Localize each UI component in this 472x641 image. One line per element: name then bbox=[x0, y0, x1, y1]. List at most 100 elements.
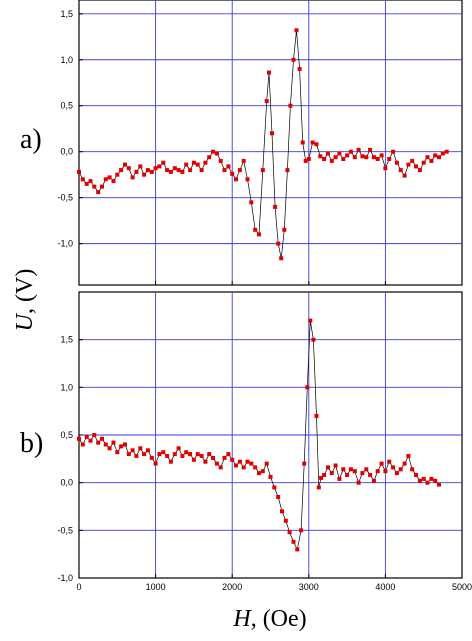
data-point bbox=[383, 166, 388, 171]
data-point bbox=[276, 241, 281, 246]
data-point bbox=[314, 413, 319, 418]
data-series-b bbox=[77, 318, 441, 552]
data-point bbox=[356, 480, 361, 485]
data-point bbox=[300, 140, 305, 145]
data-point bbox=[207, 452, 212, 457]
y-tick-label: 1,0 bbox=[60, 382, 73, 392]
data-point bbox=[280, 509, 284, 514]
data-point bbox=[326, 465, 330, 470]
data-point bbox=[253, 227, 258, 232]
data-point bbox=[352, 469, 357, 474]
data-point bbox=[348, 149, 353, 154]
y-tick-label: 1,5 bbox=[60, 9, 73, 19]
x-axis-unit: , (Oe) bbox=[251, 606, 307, 632]
x-axis-var: H bbox=[232, 606, 252, 632]
data-point bbox=[337, 476, 342, 481]
data-point bbox=[145, 168, 150, 173]
data-point bbox=[157, 164, 162, 169]
data-point bbox=[360, 154, 365, 159]
data-point bbox=[149, 455, 154, 460]
data-point bbox=[299, 528, 304, 533]
data-point bbox=[394, 160, 399, 165]
x-tick-label: 1000 bbox=[146, 582, 166, 592]
data-point bbox=[417, 168, 422, 173]
data-point bbox=[333, 155, 338, 160]
data-point bbox=[180, 454, 185, 458]
data-point bbox=[429, 158, 434, 163]
data-point bbox=[316, 485, 321, 490]
data-point bbox=[126, 166, 131, 171]
data-point bbox=[245, 459, 250, 464]
data-point bbox=[322, 157, 327, 161]
data-point bbox=[245, 177, 250, 182]
data-point bbox=[310, 140, 315, 145]
data-point bbox=[115, 450, 120, 455]
data-point bbox=[348, 467, 353, 472]
x-tick-label: 4000 bbox=[375, 582, 395, 592]
data-point bbox=[176, 168, 181, 173]
data-point bbox=[153, 166, 158, 171]
data-point bbox=[314, 142, 319, 147]
data-point bbox=[123, 442, 127, 447]
data-point bbox=[311, 337, 316, 342]
data-point bbox=[214, 461, 219, 466]
data-point bbox=[433, 478, 438, 483]
data-point bbox=[77, 169, 81, 174]
data-point bbox=[249, 461, 254, 466]
data-point bbox=[429, 476, 434, 481]
data-point bbox=[398, 168, 403, 173]
data-point bbox=[283, 518, 288, 523]
data-point bbox=[142, 452, 147, 457]
data-point bbox=[387, 157, 392, 161]
data-point bbox=[145, 448, 150, 453]
data-point bbox=[134, 169, 139, 174]
panel-label-b: b) bbox=[20, 428, 43, 459]
data-point bbox=[264, 461, 269, 466]
grid-b bbox=[79, 292, 462, 578]
data-point bbox=[211, 149, 215, 154]
data-point bbox=[107, 175, 112, 180]
data-point bbox=[364, 155, 369, 160]
data-point bbox=[291, 57, 296, 62]
data-point bbox=[425, 155, 430, 160]
data-point bbox=[337, 151, 342, 156]
data-point bbox=[165, 454, 170, 458]
data-point bbox=[84, 181, 89, 186]
data-point bbox=[391, 149, 396, 154]
data-point bbox=[130, 448, 135, 453]
data-point bbox=[402, 461, 407, 466]
data-point bbox=[306, 157, 311, 161]
y-tick-label: 0,5 bbox=[60, 101, 73, 111]
x-tick-label: 0 bbox=[76, 582, 81, 592]
data-point bbox=[88, 179, 93, 184]
y-tick-label: -1,0 bbox=[57, 573, 73, 583]
data-point bbox=[168, 459, 173, 464]
y-tick-label: 1,5 bbox=[60, 335, 73, 345]
data-point bbox=[191, 457, 196, 462]
data-point bbox=[199, 454, 204, 458]
data-point bbox=[130, 175, 135, 180]
data-point bbox=[414, 164, 418, 169]
data-series-a bbox=[77, 28, 449, 261]
data-point bbox=[184, 450, 189, 455]
data-point bbox=[191, 160, 196, 165]
y-tick-label: 0,5 bbox=[60, 430, 73, 440]
data-point bbox=[249, 200, 254, 205]
data-point bbox=[111, 440, 116, 445]
data-point bbox=[241, 465, 246, 470]
data-point bbox=[257, 232, 261, 237]
data-point bbox=[161, 160, 166, 165]
data-point bbox=[203, 459, 208, 464]
y-tick-label: -0,5 bbox=[57, 525, 73, 535]
data-point bbox=[153, 461, 158, 466]
data-point bbox=[92, 184, 97, 189]
data-point bbox=[234, 463, 238, 468]
data-point bbox=[410, 158, 415, 163]
data-point bbox=[96, 190, 101, 195]
data-point bbox=[168, 169, 173, 174]
data-point bbox=[107, 446, 112, 451]
data-point bbox=[195, 452, 200, 457]
data-point bbox=[302, 461, 307, 466]
data-point bbox=[123, 162, 127, 167]
